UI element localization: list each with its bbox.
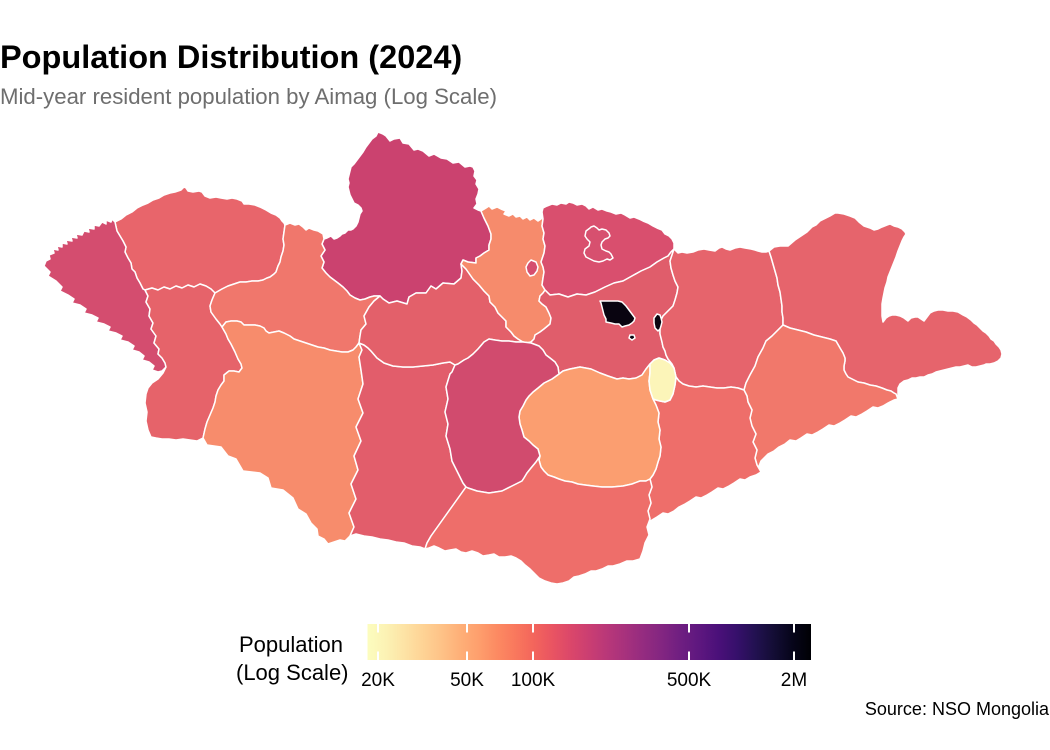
- svg-text:2M: 2M: [781, 670, 807, 691]
- svg-text:50K: 50K: [450, 670, 484, 691]
- svg-text:(Log Scale): (Log Scale): [236, 660, 349, 685]
- svg-text:Source: NSO Mongolia: Source: NSO Mongolia: [865, 699, 1050, 719]
- svg-text:Population: Population: [239, 632, 343, 657]
- svg-text:100K: 100K: [511, 670, 556, 691]
- svg-text:20K: 20K: [361, 670, 395, 691]
- svg-text:Population Distribution (2024): Population Distribution (2024): [0, 39, 462, 75]
- svg-text:Mid-year resident population b: Mid-year resident population by Aimag (L…: [0, 84, 497, 109]
- svg-text:500K: 500K: [667, 670, 712, 691]
